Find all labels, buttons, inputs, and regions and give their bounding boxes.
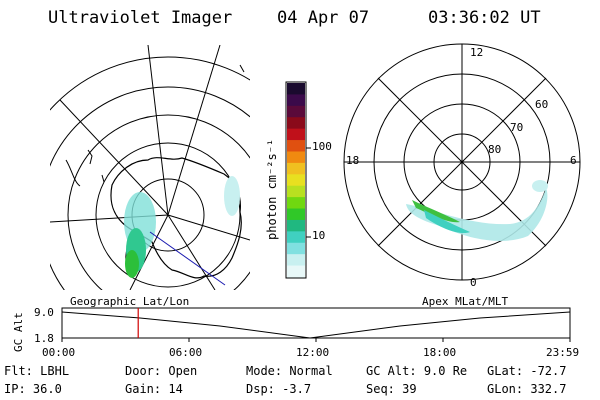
mlat-label-60: 60: [535, 98, 549, 111]
time-tick-2359: 23:59: [546, 346, 580, 359]
status-glon: GLon: 332.7: [487, 382, 567, 396]
colorbar-cell: [287, 151, 305, 164]
mlat-label-80: 80: [488, 143, 502, 156]
time-tick-0600: 06:00: [169, 346, 203, 359]
colorbar-cell: [287, 94, 305, 107]
colorbar-tick-10: 10: [312, 229, 326, 242]
colorbar-cell: [287, 208, 305, 221]
status-dsp: Dsp: -3.7: [246, 382, 312, 396]
colorbar-cell: [287, 117, 305, 130]
colorbar-unit-label: photon cm⁻²s⁻¹: [265, 138, 279, 240]
colorbar-cell: [287, 231, 305, 244]
status-glat: GLat: -72.7: [487, 364, 567, 378]
colorbar: [285, 81, 311, 279]
status-door: Door: Open: [125, 364, 198, 378]
date-label: 04 Apr 07: [277, 8, 370, 28]
time-tick-0000: 00:00: [42, 346, 76, 359]
status-flt: Flt: LBHL: [4, 364, 70, 378]
colorbar-cell: [287, 185, 305, 198]
status-seq: Seq: 39: [366, 382, 417, 396]
colorbar-cell: [287, 254, 305, 267]
colorbar-cell: [287, 219, 305, 232]
colorbar-cell: [287, 83, 305, 95]
geographic-caption: Geographic Lat/Lon: [70, 295, 190, 308]
colorbar-cell: [287, 105, 305, 118]
apex-polar-map: [343, 43, 581, 281]
time-label: 03:36:02 UT: [428, 8, 541, 28]
colorbar-cell: [287, 128, 305, 141]
mlt-label-18: 18: [346, 154, 360, 167]
altitude-plot: [61, 307, 571, 342]
mlt-label-6: 6: [570, 154, 577, 167]
instrument-title: Ultraviolet Imager: [48, 8, 233, 28]
colorbar-cell: [287, 174, 305, 187]
mlt-label-12: 12: [470, 46, 484, 59]
time-tick-1800: 18:00: [423, 346, 457, 359]
geographic-map: [50, 45, 250, 290]
status-gc-alt: GC Alt: 9.0 Re: [366, 364, 468, 378]
status-gain: Gain: 14: [125, 382, 183, 396]
time-tick-1200: 12:00: [296, 346, 330, 359]
colorbar-cell: [287, 197, 305, 210]
gc-alt-axis-label: GC Alt: [12, 312, 25, 352]
colorbar-cell: [287, 242, 305, 255]
status-mode: Mode: Normal: [246, 364, 333, 378]
apex-caption: Apex MLat/MLT: [422, 295, 509, 308]
colorbar-cell: [287, 265, 305, 278]
mlt-label-0: 0: [470, 276, 477, 289]
colorbar-cell: [287, 140, 305, 152]
status-ip: IP: 36.0: [4, 382, 62, 396]
gc-alt-tick-high: 9.0: [34, 306, 54, 319]
colorbar-tick-100: 100: [312, 140, 332, 153]
mlat-label-70: 70: [510, 121, 524, 134]
colorbar-cell: [287, 162, 305, 175]
gc-alt-tick-low: 1.8: [34, 332, 54, 345]
